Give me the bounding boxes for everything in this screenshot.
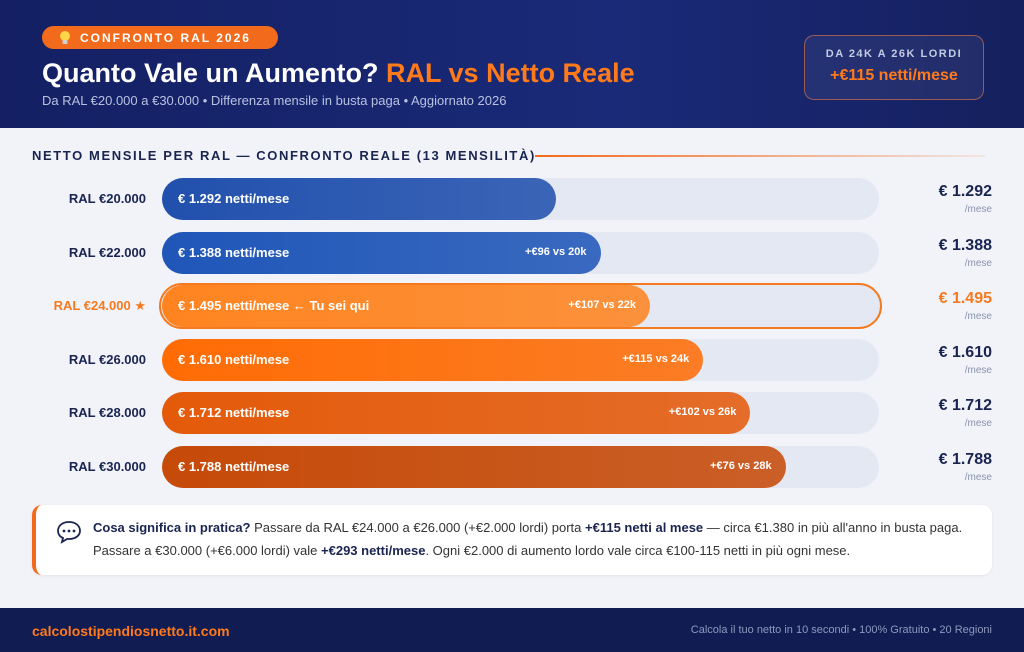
bar bbox=[162, 285, 651, 328]
delta-label: +€115 vs 24k bbox=[622, 352, 690, 365]
bar-label: € 1.388 netti/mese bbox=[178, 244, 290, 260]
value-label: € 1.388 bbox=[938, 236, 992, 254]
title: Quanto Vale un Aumento? RAL vs Netto Rea… bbox=[42, 58, 635, 89]
callout: DA 24K A 26K LORDI +€115 netti/mese bbox=[804, 35, 984, 100]
speech-icon bbox=[57, 521, 81, 544]
value-label: € 1.495 bbox=[938, 290, 992, 308]
bar bbox=[162, 231, 601, 274]
category-label: RAL €28.000 bbox=[68, 405, 146, 421]
note-line: Cosa significa in pratica? Passare da RA… bbox=[93, 520, 962, 535]
title-main: Quanto Vale un Aumento? bbox=[42, 58, 379, 88]
note-text: . Ogni €2.000 di aumento lordo vale circ… bbox=[425, 543, 851, 558]
value-label: € 1.610 bbox=[938, 343, 992, 361]
callout-label: DA 24K A 26K LORDI bbox=[825, 48, 963, 60]
value-label: € 1.712 bbox=[938, 397, 992, 415]
footer-site: calcolostipendiosnetto.it.com bbox=[32, 623, 230, 639]
bar bbox=[162, 338, 704, 381]
note-heading: Cosa significa in pratica? bbox=[93, 520, 251, 535]
title-accent: RAL vs Netto Reale bbox=[386, 58, 635, 88]
bar bbox=[162, 446, 786, 488]
delta-label: +€102 vs 26k bbox=[668, 406, 737, 419]
delta-label: +€107 vs 22k bbox=[568, 299, 637, 312]
category-label: RAL €22.000 bbox=[68, 244, 146, 260]
bar-label: € 1.495 netti/mese ← Tu sei qui bbox=[178, 298, 370, 314]
bar-label: € 1.712 netti/mese bbox=[178, 405, 290, 421]
note-text: — circa €1.380 in più all'anno in busta … bbox=[703, 520, 963, 535]
callout-value: +€115 netti/mese bbox=[830, 67, 958, 84]
divider bbox=[535, 155, 985, 157]
note-bold: +€293 netti/mese bbox=[321, 543, 426, 558]
value-unit: /mese bbox=[964, 472, 992, 483]
bar-label: € 1.610 netti/mese bbox=[178, 351, 290, 367]
footer-tagline: Calcola il tuo netto in 10 secondi • 100… bbox=[690, 624, 992, 636]
value-unit: /mese bbox=[964, 418, 992, 430]
note-line: Passare a €30.000 (+€6.000 lordi) vale +… bbox=[93, 543, 850, 558]
category-label: RAL €20.000 bbox=[68, 191, 146, 206]
note-text: Passare a €30.000 (+€6.000 lordi) vale bbox=[93, 543, 322, 558]
subtitle: Da RAL €20.000 a €30.000 • Differenza me… bbox=[42, 93, 507, 108]
category-label: RAL €26.000 bbox=[68, 351, 146, 367]
badge: CONFRONTO RAL 2026 bbox=[42, 26, 278, 49]
footer bbox=[0, 608, 1024, 652]
note-box bbox=[32, 505, 992, 575]
bar-label: € 1.292 netti/mese bbox=[178, 191, 290, 206]
value-label: € 1.292 bbox=[938, 183, 992, 200]
value-unit: /mese bbox=[964, 364, 992, 376]
header bbox=[0, 0, 1024, 128]
chart-title: NETTO MENSILE PER RAL — CONFRONTO REALE … bbox=[32, 148, 536, 163]
bar bbox=[162, 392, 751, 435]
value-unit: /mese bbox=[964, 311, 992, 323]
category-label: RAL €30.000 bbox=[68, 459, 146, 474]
category-label: RAL €24.000 ★ bbox=[53, 298, 146, 314]
delta-label: +€76 vs 28k bbox=[710, 460, 772, 472]
badge-text: CONFRONTO RAL 2026 bbox=[80, 31, 251, 45]
bar-label: € 1.788 netti/mese bbox=[178, 459, 290, 474]
bulb-icon bbox=[60, 31, 70, 44]
value-unit: /mese bbox=[964, 204, 992, 215]
value-unit: /mese bbox=[964, 257, 992, 269]
note-text: Passare da RAL €24.000 a €26.000 (+€2.00… bbox=[250, 520, 585, 535]
value-label: € 1.788 bbox=[938, 451, 992, 468]
bar bbox=[162, 178, 557, 220]
note-bold: +€115 netti al mese bbox=[585, 520, 704, 535]
delta-label: +€96 vs 20k bbox=[525, 245, 587, 258]
